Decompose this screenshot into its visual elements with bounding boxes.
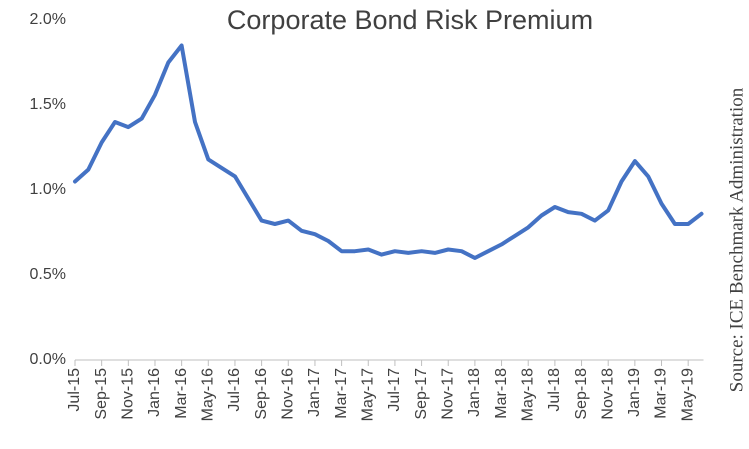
source-note: Source: ICE Benchmark Administration <box>726 87 747 392</box>
y-tick-label: 1.5% <box>30 96 66 113</box>
x-tick-label: Nov-16 <box>279 368 296 420</box>
x-tick-label: Jan-16 <box>146 368 163 417</box>
y-tick-label: 2.0% <box>30 11 66 28</box>
x-tick-label: May-19 <box>679 368 696 421</box>
chart-title: Corporate Bond Risk Premium <box>227 5 593 35</box>
y-tick-label: 0.0% <box>30 351 66 368</box>
x-tick-label: Jul-16 <box>226 368 243 412</box>
x-tick-label: Mar-18 <box>493 368 510 419</box>
x-tick-label: Mar-16 <box>173 368 190 419</box>
x-tick-label: Sep-16 <box>253 368 270 420</box>
x-tick-label: Nov-17 <box>439 368 456 420</box>
x-tick-label: May-16 <box>200 368 217 421</box>
x-tick-label: Sep-18 <box>573 368 590 420</box>
y-tick-label: 0.5% <box>30 266 66 283</box>
x-tick-label: Sep-15 <box>93 368 110 420</box>
x-tick-label: Jan-18 <box>466 368 483 417</box>
x-tick-label: Jul-17 <box>386 368 403 412</box>
x-tick-label: Jul-18 <box>546 368 563 412</box>
x-tick-label: Jul-15 <box>66 368 83 412</box>
x-tick-label: Mar-19 <box>653 368 670 419</box>
x-tick-label: Jan-17 <box>306 368 323 417</box>
x-tick-label: Sep-17 <box>413 368 430 420</box>
x-tick-label: May-18 <box>519 368 536 421</box>
x-tick-label: Nov-18 <box>599 368 616 420</box>
y-tick-label: 1.0% <box>30 181 66 198</box>
x-tick-label: Nov-15 <box>120 368 137 420</box>
x-tick-label: May-17 <box>359 368 376 421</box>
x-tick-label: Jan-19 <box>626 368 643 417</box>
line-series <box>73 43 704 260</box>
x-tick-label: Mar-17 <box>333 368 350 419</box>
